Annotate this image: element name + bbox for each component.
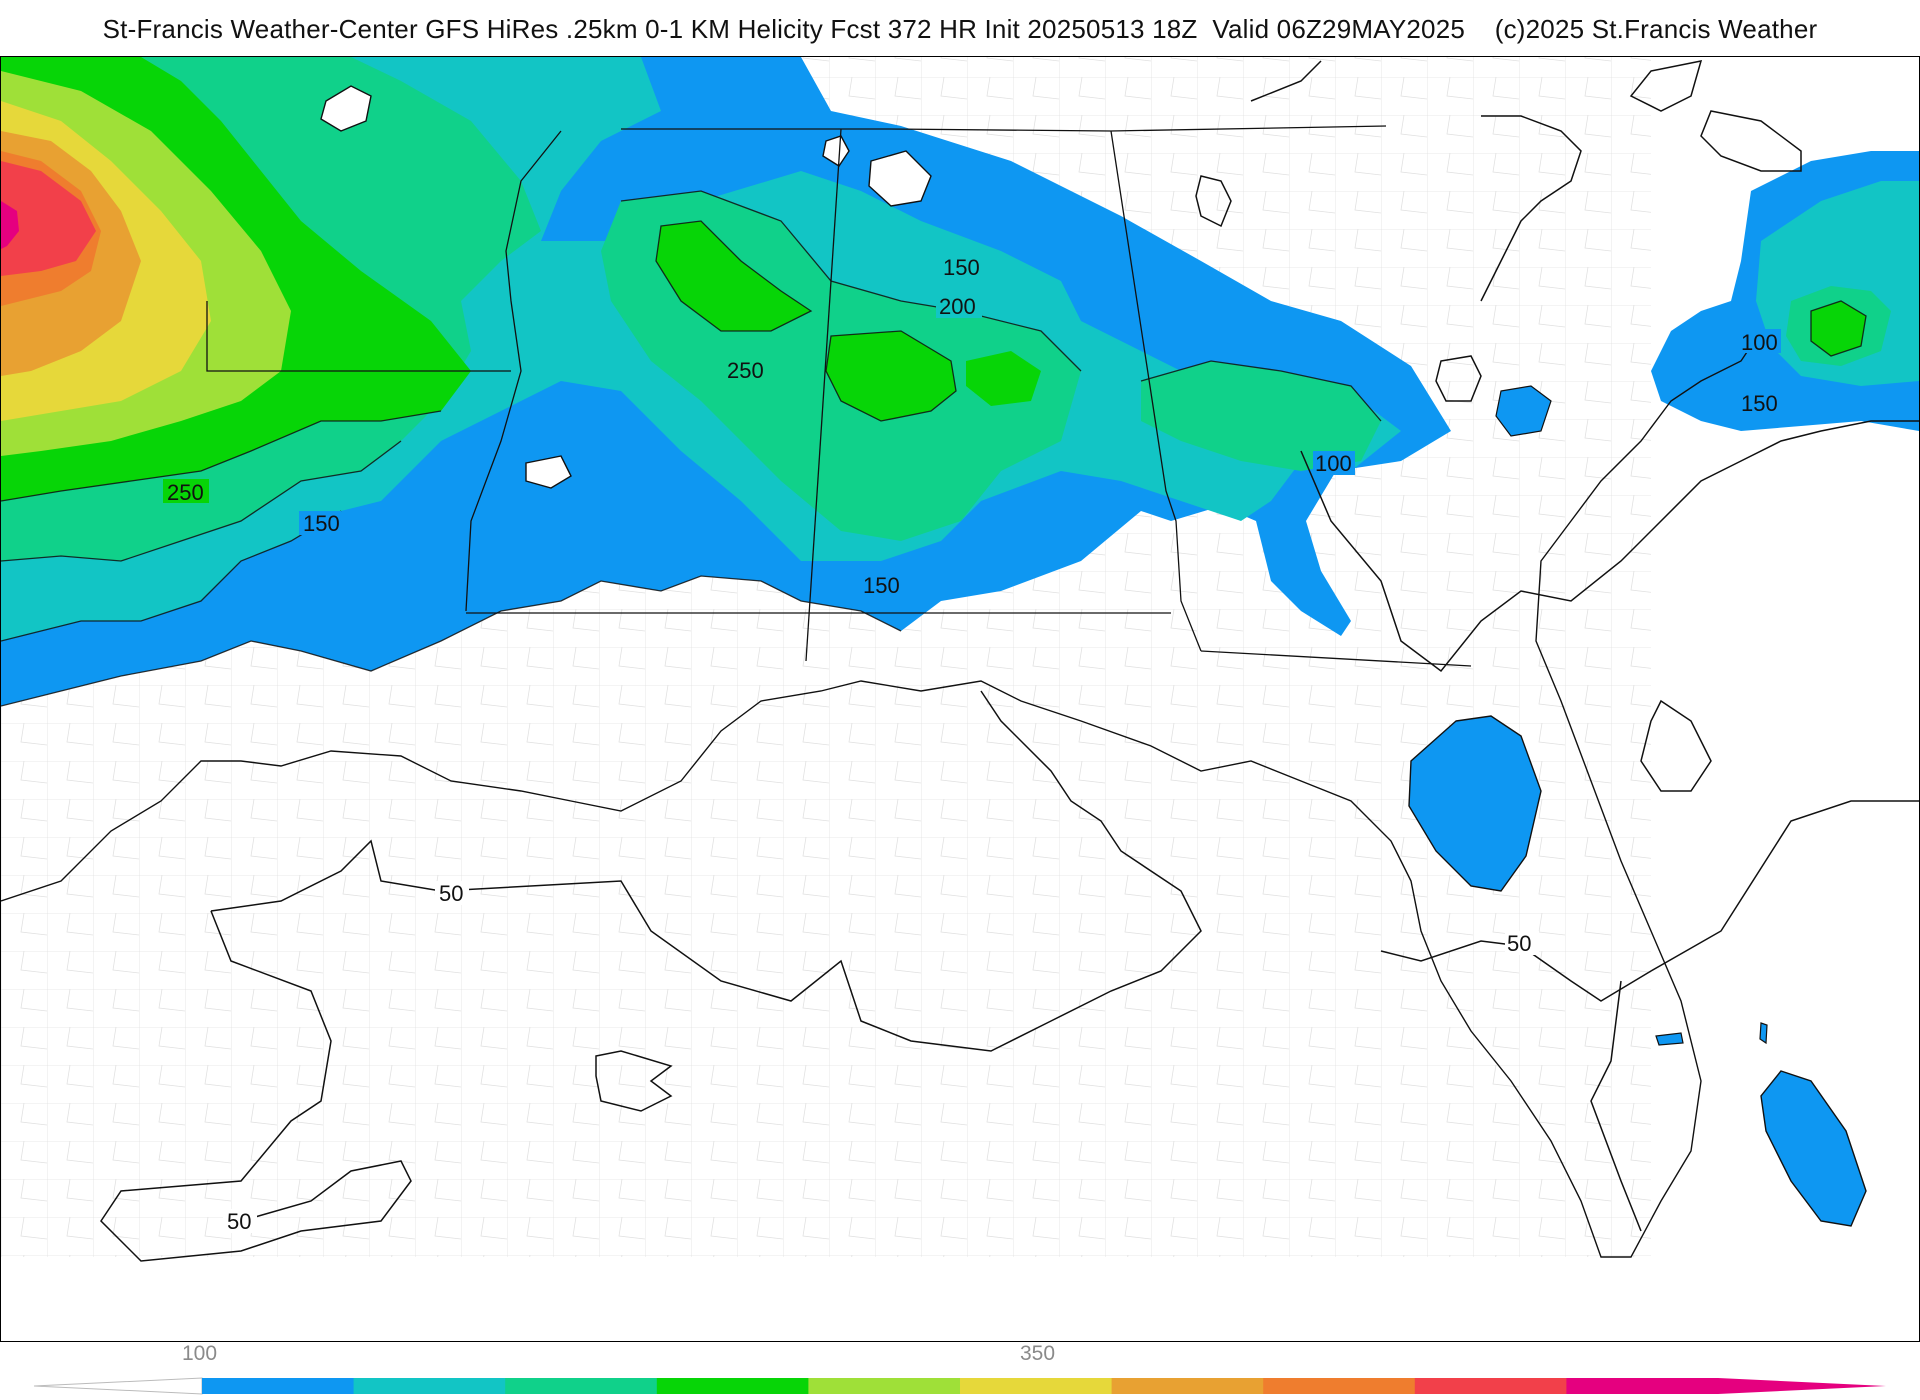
- helicity-fill-100-small1: [1655, 1032, 1684, 1046]
- colorbar-segment: [505, 1378, 658, 1394]
- map-title: St-Francis Weather-Center GFS HiRes .25k…: [102, 14, 1818, 44]
- colorbar-segment: [960, 1378, 1113, 1394]
- helicity-fill-100-florida: [1408, 715, 1542, 892]
- colorbar-segment: [1414, 1378, 1567, 1394]
- colorbar-tick-350: 350: [1020, 1342, 1056, 1365]
- colorbar-segment: [656, 1378, 809, 1394]
- helicity-fill-550: [1, 201, 19, 249]
- colorbar: [33, 1377, 1886, 1395]
- colorbar-segment: [1566, 1378, 1719, 1394]
- hole-2: [525, 455, 572, 489]
- helicity-fill-100-small2: [1759, 1022, 1768, 1045]
- contour-label-50-southwest: 50: [227, 1209, 251, 1234]
- colorbar-segment: [808, 1378, 961, 1394]
- contour-label-200: 200: [939, 294, 976, 319]
- colorbar-left-arrow: [33, 1377, 203, 1395]
- helicity-fill-100-small3: [1495, 385, 1552, 437]
- helicity-fill-200c: [1141, 361, 1381, 471]
- colorbar-segment: [202, 1378, 355, 1394]
- contour-label-50-florida: 50: [1507, 931, 1531, 956]
- helicity-map[interactable]: 150 200 250 250 150 150 100 100 150 50 5…: [0, 56, 1920, 1342]
- helicity-fill-250d: [966, 351, 1041, 406]
- contour-label-250-west: 250: [167, 480, 204, 505]
- band-outlines: [1, 190, 1867, 707]
- contour-label-250-east: 250: [727, 358, 764, 383]
- hole-3: [822, 135, 850, 167]
- helicity-fill-250c: [826, 331, 956, 421]
- colorbar-segments: [202, 1378, 1719, 1394]
- state-boundaries: [206, 125, 1472, 667]
- helicity-fill-250-east: [1811, 301, 1866, 356]
- contour-label-100-central: 100: [1315, 451, 1352, 476]
- hole-1: [320, 85, 372, 132]
- contour-label-group: 150 200 250 250 150 150 100 100 150 50 5…: [163, 254, 1781, 1234]
- contour-label-50-gulf: 50: [439, 881, 463, 906]
- helicity-fill-500: [1, 161, 96, 276]
- colorbar-segment: [1263, 1378, 1416, 1394]
- colorbar-tick-100: 100: [182, 1342, 218, 1365]
- colorbar-segment: [1111, 1378, 1264, 1394]
- hole-4: [868, 150, 932, 207]
- colorbar-segment: [353, 1378, 506, 1394]
- coastline: [1, 330, 1762, 1258]
- colorbar-right-arrow: [1718, 1378, 1886, 1394]
- contour-label-150-south: 150: [863, 573, 900, 598]
- contour-label-150-west: 150: [303, 511, 340, 536]
- helicity-fill-250b: [656, 221, 811, 331]
- contour-lines: [100, 60, 1919, 1262]
- helicity-fill-100-atlantic: [1760, 1070, 1867, 1227]
- contour-label-150-east: 150: [1741, 391, 1778, 416]
- contour-label-150-north: 150: [943, 255, 980, 280]
- contour-label-100-east: 100: [1741, 330, 1778, 355]
